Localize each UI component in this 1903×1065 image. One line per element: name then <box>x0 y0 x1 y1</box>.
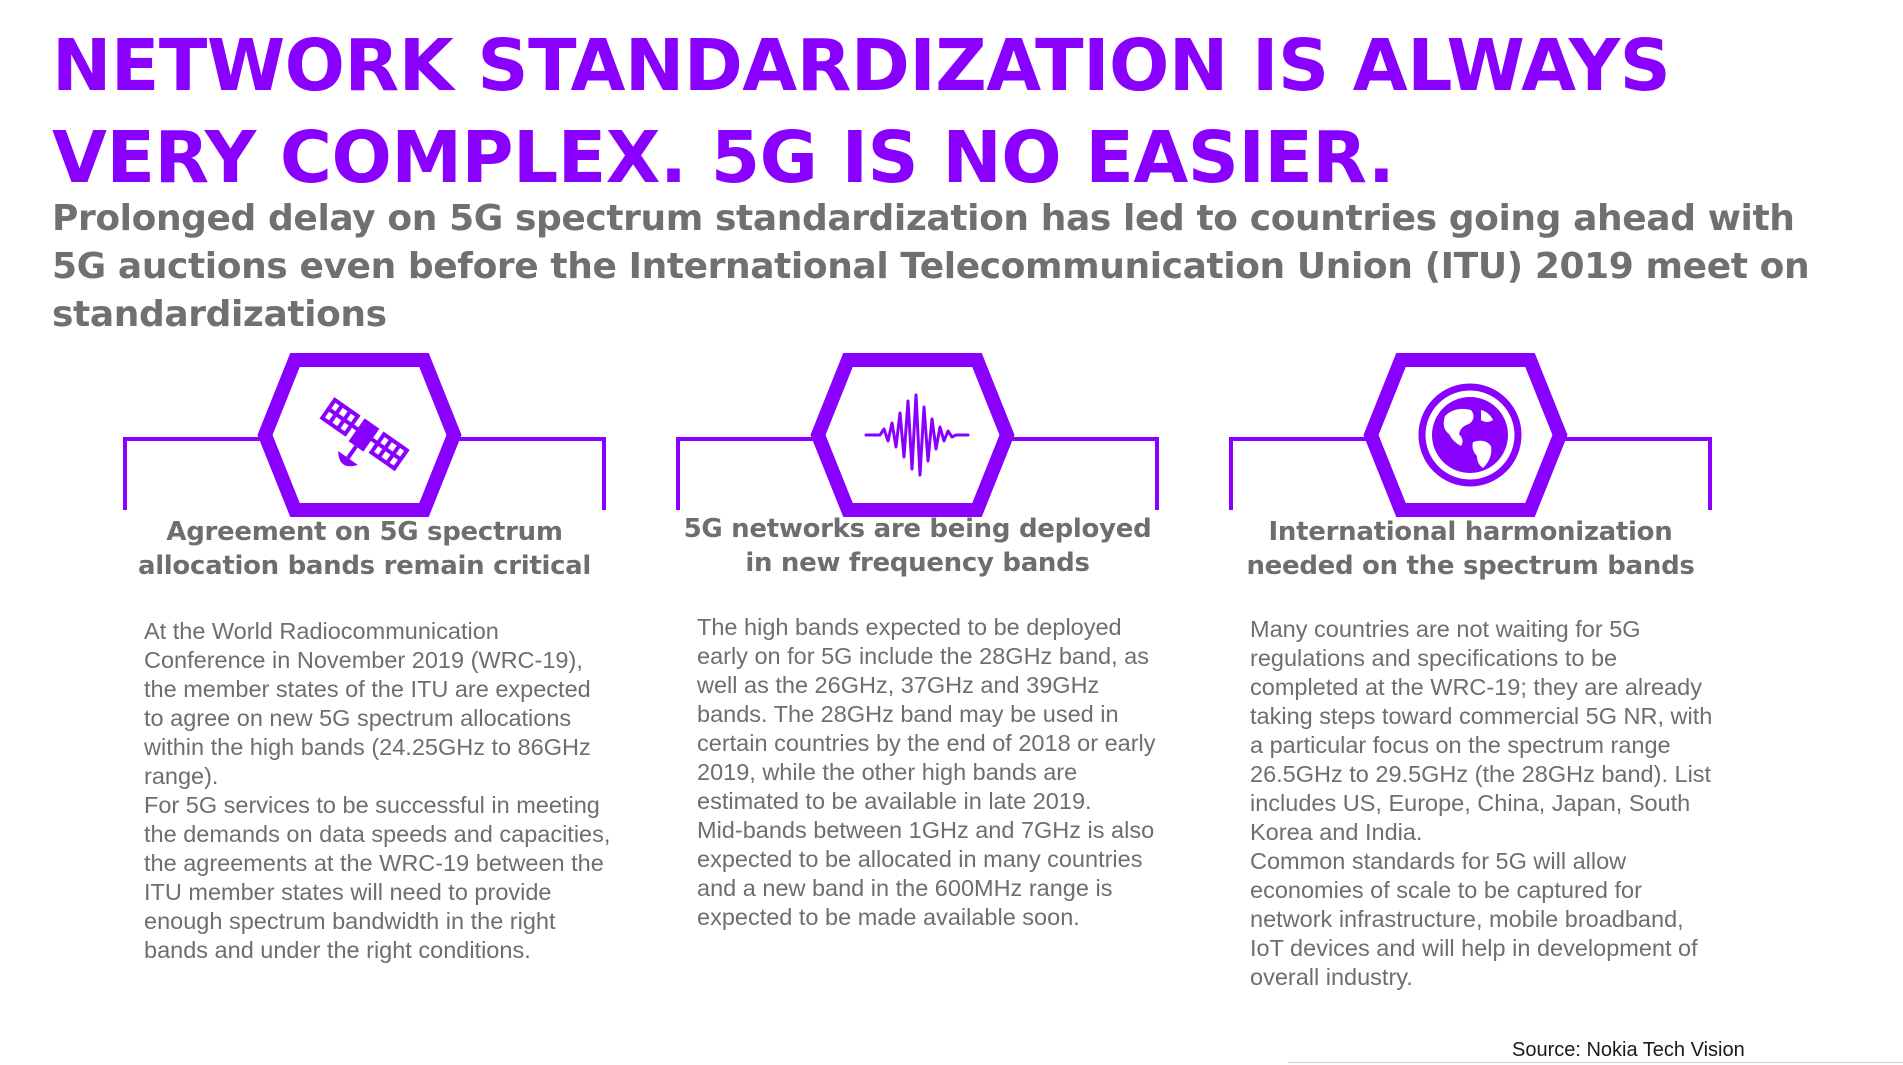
card-heading: 5G networks are being deployed in new fr… <box>683 514 1152 578</box>
page-subtitle: Prolonged delay on 5G spectrum standardi… <box>52 198 1810 335</box>
divider <box>1288 1062 1903 1063</box>
card-body: The high bands expected to be deployed e… <box>697 614 1156 930</box>
card-body: Many countries are not waiting for 5G re… <box>1250 616 1713 990</box>
globe-icon <box>1418 383 1522 487</box>
info-card-frequency-bands: 5G networks are being deployed in new fr… <box>675 353 1160 1005</box>
info-card-harmonization: International harmonization needed on th… <box>1228 353 1713 1005</box>
card-heading: Agreement on 5G spectrum allocation band… <box>137 517 592 581</box>
card-body: At the World Radiocommunication Conferen… <box>144 618 611 963</box>
source-credit: Source: Nokia Tech Vision <box>1512 1039 1745 1061</box>
card-heading: International harmonization needed on th… <box>1246 517 1695 581</box>
info-card-spectrum-allocation: Agreement on 5G spectrum allocation band… <box>122 353 610 1005</box>
hexagon-frame <box>1229 353 1712 517</box>
page-title: NETWORK STANDARDIZATION IS ALWAYS VERY C… <box>52 24 1671 199</box>
satellite-icon <box>319 397 410 472</box>
sound-wave-icon <box>864 393 970 477</box>
